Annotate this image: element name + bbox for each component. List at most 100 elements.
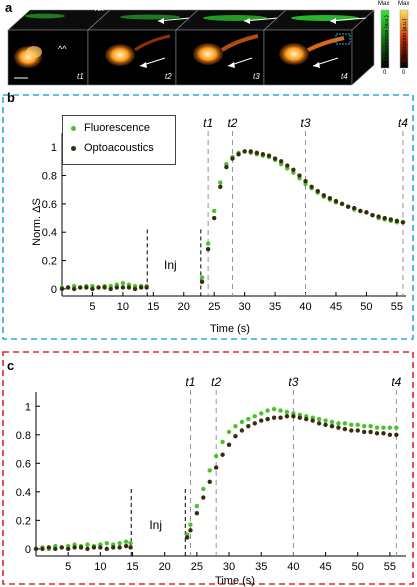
x-tick-label: 25 (191, 561, 203, 573)
x-tick-label: 20 (178, 301, 190, 313)
x-tick-label: 30 (239, 301, 251, 313)
frame-time-label: t3 (253, 72, 260, 81)
data-point-optoacoustics (236, 152, 241, 157)
data-point-optoacoustics (205, 247, 211, 252)
data-point-optoacoustics (394, 432, 399, 437)
data-point-optoacoustics (333, 198, 339, 204)
y-tick-label: 0.8 (42, 171, 57, 183)
data-point-optoacoustics (194, 511, 200, 516)
y-tick-label: 0.8 (16, 430, 31, 442)
data-point-optoacoustics (117, 545, 122, 550)
data-point-optoacoustics (303, 178, 308, 184)
y-tick-label: 1 (25, 401, 31, 413)
data-point-optoacoustics (315, 188, 320, 194)
legend-marker-fluorescence (71, 125, 76, 131)
panel-b-border (2, 94, 414, 340)
data-point-optoacoustics (259, 418, 264, 423)
data-point-optoacoustics (242, 149, 247, 154)
x-tick-label: 40 (299, 301, 311, 313)
data-point-fluorescence (278, 408, 283, 413)
data-point-optoacoustics (342, 426, 348, 432)
data-point-optoacoustics (72, 545, 77, 550)
data-point-optoacoustics (111, 545, 116, 550)
y-axis-label: Norm. ΔS (31, 198, 43, 246)
data-point-optoacoustics (40, 546, 45, 552)
panel-b-label: b (7, 90, 15, 105)
y-tick-label: 0.6 (42, 199, 57, 211)
svg-text:^^: ^^ (58, 44, 67, 54)
data-point-optoacoustics (278, 159, 284, 164)
data-point-optoacoustics (185, 535, 190, 540)
data-point-optoacoustics (220, 452, 225, 457)
data-point-fluorescence (123, 539, 129, 544)
data-point-fluorescence (201, 486, 206, 492)
data-point-fluorescence (265, 408, 270, 413)
x-tick-label: 50 (352, 561, 364, 573)
data-point-optoacoustics (246, 424, 251, 429)
data-point-optoacoustics (59, 545, 64, 550)
frame-time-label: t4 (341, 72, 348, 81)
colorbars (380, 9, 409, 69)
panel-a-label: a (5, 0, 13, 15)
y-tick-label: 1 (51, 142, 57, 154)
colorbar-fluor-min: 0 (383, 70, 387, 76)
data-point-optoacoustics (339, 201, 345, 207)
data-point-fluorescence (199, 275, 205, 280)
data-point-fluorescence (342, 421, 348, 426)
data-point-optoacoustics (90, 286, 95, 292)
data-point-optoacoustics (239, 428, 245, 433)
x-tick-label: 15 (126, 561, 138, 573)
time-marker-label: t2 (211, 375, 221, 389)
data-point-fluorescence (381, 425, 386, 430)
data-point-optoacoustics (98, 545, 103, 550)
x-tick-label: 20 (159, 561, 171, 573)
data-point-optoacoustics (345, 204, 351, 209)
data-point-optoacoustics (271, 415, 277, 420)
data-point-optoacoustics (252, 421, 257, 426)
data-point-optoacoustics (265, 416, 270, 422)
data-point-fluorescence (212, 208, 217, 214)
data-point-optoacoustics (96, 285, 101, 290)
frame-3 (175, 9, 287, 86)
data-point-optoacoustics (387, 432, 393, 437)
data-point-optoacoustics (248, 149, 253, 154)
time-marker-label: t4 (398, 116, 408, 130)
colorbar-abs-min: 0 (402, 70, 406, 76)
frame-time-label: t2 (165, 72, 172, 81)
data-point-fluorescence (207, 468, 212, 473)
legend-label: Optoacoustics (84, 142, 154, 154)
data-point-fluorescence (284, 409, 290, 415)
colorbar-abs-label: Absorption (a.u.) (402, 18, 408, 60)
data-point-optoacoustics (323, 422, 328, 427)
data-point-optoacoustics (349, 428, 354, 433)
x-axis-label: Time (s) (215, 575, 255, 587)
data-point-optoacoustics (78, 285, 83, 290)
time-marker-label: t3 (301, 116, 311, 130)
data-point-optoacoustics (266, 153, 272, 158)
data-point-fluorescence (246, 416, 251, 422)
chart-b: b Norm. ΔS Time (s) 00.20.40.60.815 10 15 2… (2, 90, 414, 340)
data-point-optoacoustics (364, 210, 369, 215)
data-point-optoacoustics (138, 285, 144, 290)
data-point-optoacoustics (84, 285, 89, 290)
data-point-fluorescence (329, 419, 335, 425)
data-point-optoacoustics (297, 415, 303, 420)
legend-label: Fluorescence (84, 122, 151, 134)
data-point-fluorescence (194, 503, 200, 509)
data-point-optoacoustics (104, 546, 109, 552)
data-point-fluorescence (336, 421, 341, 426)
data-point-optoacoustics (201, 495, 206, 500)
data-point-fluorescence (128, 540, 133, 546)
chart-c: c Time (s) 00.20.40.60.815 10 15 20 25 30 35 40… (2, 351, 414, 587)
data-point-fluorescence (117, 540, 122, 546)
data-point-fluorescence (213, 453, 219, 459)
data-point-fluorescence (104, 540, 109, 546)
data-point-optoacoustics (144, 285, 149, 290)
time-marker-label: t3 (288, 375, 298, 389)
time-marker-label: t1 (185, 375, 195, 389)
y-tick-label: 0.4 (16, 487, 31, 499)
data-point-optoacoustics (123, 543, 129, 549)
data-point-optoacoustics (224, 164, 229, 170)
data-point-optoacoustics (329, 424, 335, 429)
